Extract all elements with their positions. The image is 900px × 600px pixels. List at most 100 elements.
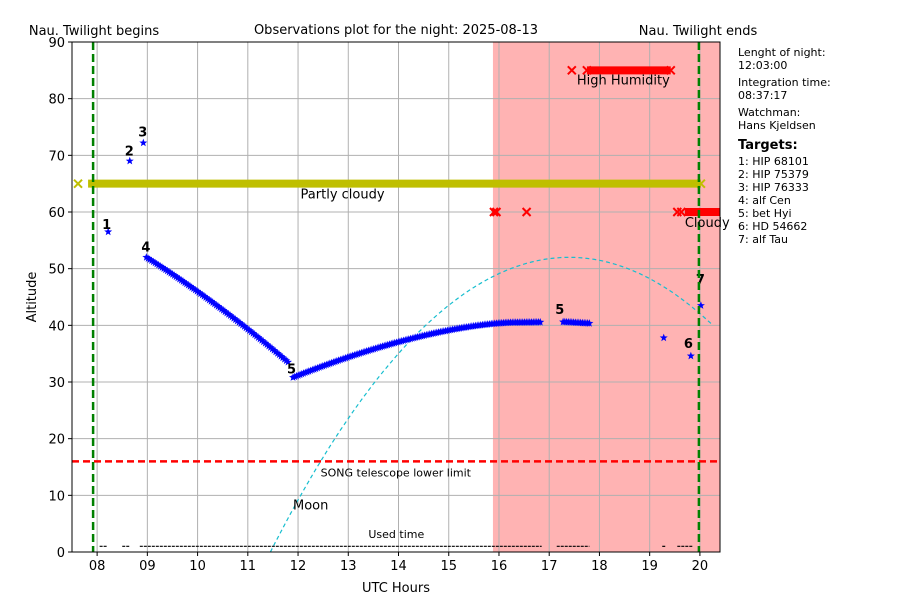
target-4-point [257, 336, 266, 344]
target-4-point [219, 306, 228, 314]
target-4-point [238, 320, 247, 329]
y-tick-label: 40 [48, 319, 65, 334]
target-legend-item: 7: alf Tau [738, 233, 788, 246]
target-4-point [240, 322, 249, 330]
target-4-point [214, 302, 223, 310]
y-tick-label: 50 [48, 263, 65, 278]
target-4-point [266, 343, 275, 351]
target-4-point [179, 277, 188, 285]
night-length-block: Lenght of night: 12:03:00 [738, 46, 826, 72]
target-legend-item: 3: HIP 76333 [738, 181, 809, 194]
target-7-label: 7 [696, 273, 705, 288]
x-tick-label: 12 [290, 559, 307, 574]
target-4-point [228, 312, 237, 321]
x-tick-label: 20 [692, 559, 709, 574]
target-4-point [196, 289, 205, 298]
y-axis-label: Altitude [25, 272, 40, 323]
target-4-point [245, 326, 254, 334]
target-7-point [696, 301, 705, 309]
target-4-point [170, 271, 179, 279]
target-4-point [172, 272, 181, 281]
night-length-label: Lenght of night: [738, 46, 826, 59]
target-4-point [270, 346, 278, 354]
target-legend-item: 2: HIP 75379 [738, 168, 809, 181]
target-4-point [263, 340, 272, 349]
target-4-point [254, 333, 263, 341]
high-humidity-marker [666, 65, 676, 76]
y-tick-label: 80 [48, 93, 65, 108]
target-legend-item: 4: alf Cen [738, 194, 791, 207]
y-tick-label: 0 [57, 546, 65, 561]
target-4-point [229, 314, 238, 322]
target-4-point [194, 288, 203, 296]
chart-title: Observations plot for the night: 2025-08… [254, 23, 538, 38]
high-humidity-label: High Humidity [577, 73, 670, 88]
target-4-point [268, 344, 277, 353]
target-5-label: 5 [555, 303, 564, 318]
plot-frame [71, 41, 721, 553]
target-4-point [275, 350, 284, 359]
target-4-point [284, 357, 292, 366]
target-4-point [154, 260, 163, 269]
twilight-begins-label: Nau. Twilight begins [29, 24, 160, 39]
target-4-point [166, 269, 175, 277]
target-4-point [151, 258, 160, 267]
target-2-label: 2 [125, 144, 134, 159]
target-4-point [215, 303, 224, 312]
target-3-point [139, 138, 148, 147]
target-4-point [205, 295, 214, 304]
target-4-point [273, 349, 282, 357]
target-4-point [159, 264, 168, 272]
watchman-value: Hans Kjeldsen [738, 119, 816, 132]
target-4-point [235, 318, 244, 326]
target-4-point [217, 304, 226, 313]
target-4-point [187, 283, 196, 291]
target-4-point [165, 267, 174, 276]
y-tick-label: 20 [48, 433, 65, 448]
target-4-point [264, 341, 273, 350]
target-6-point [659, 333, 668, 342]
target-3-label: 3 [138, 126, 147, 141]
target-4-point [259, 337, 268, 346]
target-2-point [125, 156, 134, 165]
y-tick-label: 90 [48, 36, 65, 51]
target-4-point [242, 323, 251, 332]
cloudy-marker [521, 207, 532, 217]
target-4-point [177, 276, 186, 284]
target-4-point [250, 330, 259, 339]
target-4-point [247, 327, 256, 336]
target-6-label: 6 [684, 337, 693, 352]
watchman-label: Watchman: [738, 106, 801, 119]
target-4-point [201, 293, 210, 301]
target-4-point [173, 273, 182, 282]
target-1-point [104, 227, 113, 236]
integration-time-block: Integration time: 08:37:17 [738, 76, 831, 102]
x-tick-label: 16 [491, 559, 508, 574]
x-tick-label: 13 [340, 559, 357, 574]
cloudy-marker [489, 207, 499, 217]
x-tick-label: 19 [641, 559, 658, 574]
y-tick-label: 70 [48, 149, 65, 164]
target-4-point [158, 263, 167, 271]
target-4-point [145, 255, 154, 263]
target-1-label: 1 [102, 218, 111, 233]
used-time-label: Used time [368, 528, 424, 541]
target-6-point [686, 351, 695, 360]
y-tick-label: 30 [48, 376, 65, 391]
cloudy-label: Cloudy [685, 216, 730, 231]
target-4-point [161, 265, 170, 274]
target-4-point [271, 347, 280, 356]
target-4-point [210, 299, 219, 308]
watchman-block: Watchman: Hans Kjeldsen [738, 106, 816, 132]
bad-weather-region [492, 42, 720, 552]
x-tick-label: 09 [139, 559, 156, 574]
target-4-point [236, 319, 245, 328]
target-4-point [175, 274, 184, 283]
target-4-point [224, 310, 233, 318]
target-4-point [280, 355, 289, 363]
moon-label: Moon [293, 499, 328, 514]
moon-altitude-curve [269, 256, 713, 552]
target-4-point [278, 353, 287, 362]
x-tick-label: 14 [390, 559, 407, 574]
target-4-point [180, 278, 189, 287]
